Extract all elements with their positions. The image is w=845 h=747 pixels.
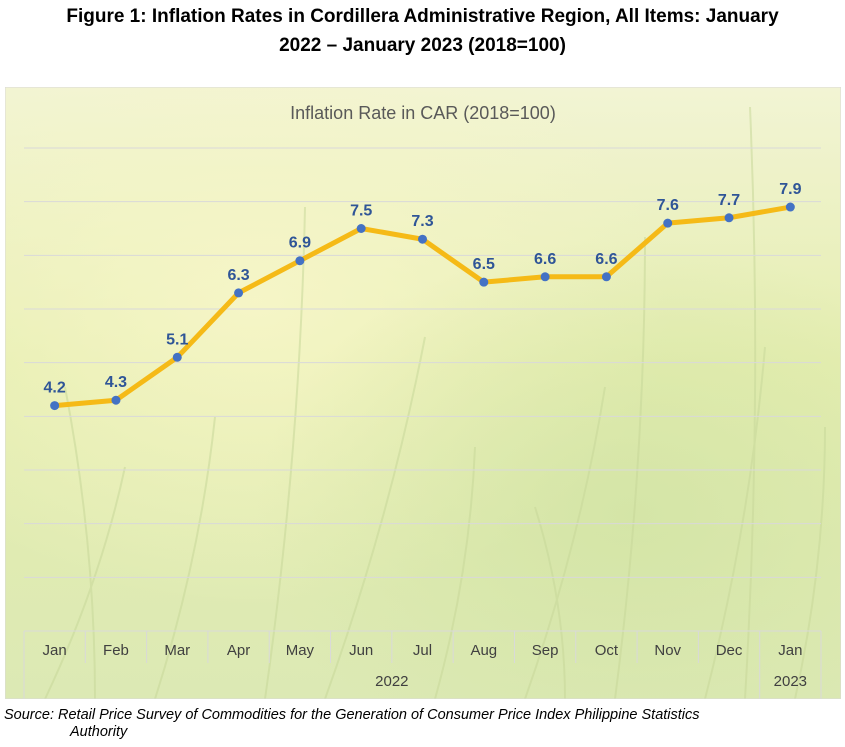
- source-line-2: Authority: [70, 724, 128, 740]
- data-markers: [50, 202, 795, 411]
- x-tick-label: Jan: [43, 642, 67, 659]
- data-label: 7.9: [779, 181, 801, 198]
- x-tick-label: Feb: [103, 642, 129, 659]
- data-point: [234, 288, 244, 298]
- figure-title-line-1: Figure 1: Inflation Rates in Cordillera …: [66, 6, 779, 27]
- data-point: [172, 352, 182, 362]
- x-tick-label: Aug: [470, 642, 497, 659]
- data-label: 7.7: [718, 192, 740, 209]
- x-tick-label: Mar: [164, 642, 190, 659]
- source-line-1: Source: Retail Price Survey of Commoditi…: [4, 707, 700, 723]
- data-point: [540, 272, 550, 282]
- x-tick-label: Apr: [227, 642, 250, 659]
- x-tick-label: May: [286, 642, 315, 659]
- x-tick-label: Sep: [532, 642, 559, 659]
- data-label: 6.3: [227, 267, 249, 284]
- data-point: [356, 224, 366, 233]
- x-tick-label: Jun: [349, 642, 373, 659]
- data-label: 4.2: [44, 380, 66, 397]
- data-point: [111, 395, 121, 405]
- data-point: [601, 272, 611, 282]
- data-label: 6.6: [534, 251, 556, 268]
- data-point: [724, 213, 734, 223]
- data-label: 7.5: [350, 203, 372, 220]
- x-tick-label: Dec: [716, 642, 743, 659]
- data-point: [663, 218, 673, 228]
- data-point: [50, 401, 60, 411]
- data-label: 7.3: [411, 213, 433, 230]
- x-group-label: 2022: [375, 673, 408, 690]
- data-label: 6.9: [289, 235, 311, 252]
- figure-title: Figure 1: Inflation Rates in Cordillera …: [0, 2, 845, 60]
- data-label: 7.6: [657, 197, 679, 214]
- figure-title-line-2: 2022 – January 2023 (2018=100): [279, 35, 566, 56]
- x-axis: Jan Feb Mar Apr May Jun Jul Aug Sep Oct Nov Dec Jan 2…: [23, 631, 822, 699]
- inflation-line-chart: Inflation Rate in CAR (2018=100) Jan Feb M…: [5, 87, 841, 699]
- data-point: [295, 256, 305, 266]
- data-label: 4.3: [105, 374, 127, 391]
- data-label: 6.6: [595, 251, 617, 268]
- data-label: 5.1: [166, 331, 188, 348]
- gridlines: [24, 147, 821, 632]
- x-tick-label: Jul: [413, 642, 432, 659]
- chart-title: Inflation Rate in CAR (2018=100): [290, 103, 556, 123]
- source-note: Source: Retail Price Survey of Commoditi…: [4, 707, 839, 741]
- grass-background-image: [5, 87, 841, 699]
- x-tick-label: Oct: [595, 642, 619, 659]
- chart-area: Inflation Rate in CAR (2018=100) Jan Feb M…: [5, 87, 841, 699]
- x-tick-label: Nov: [654, 642, 681, 659]
- data-point: [479, 277, 489, 287]
- x-tick-label: Jan: [778, 642, 802, 659]
- x-group-label: 2023: [774, 673, 807, 690]
- data-point: [418, 234, 427, 244]
- data-labels: 4.2 4.3 5.1 6.3 6.9 7.5 7.3 6.5 6.6 6.6 7.6 7.7 7.9: [44, 181, 802, 397]
- data-label: 6.5: [473, 256, 495, 273]
- data-point: [785, 202, 795, 212]
